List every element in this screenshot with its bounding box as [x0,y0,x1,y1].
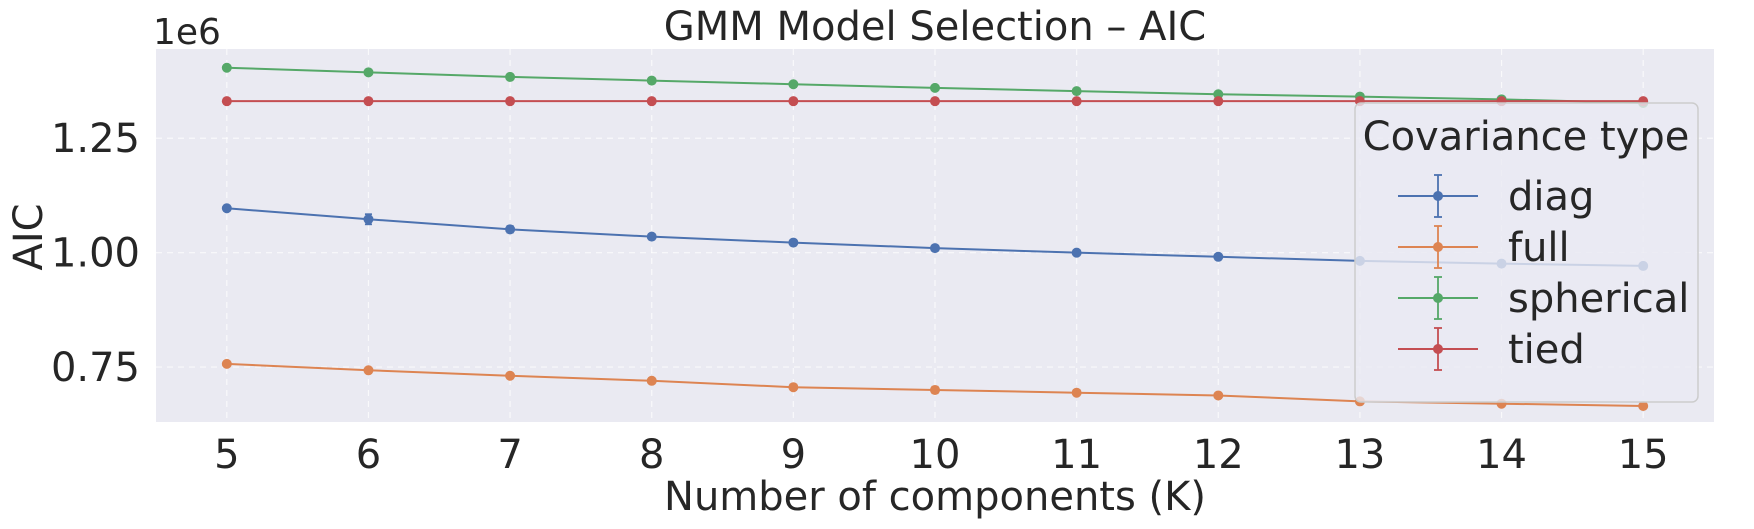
legend-label: diag [1508,174,1594,220]
data-point [930,243,940,254]
x-tick-label: 13 [1334,432,1385,478]
data-point [363,67,374,78]
data-point [930,96,940,107]
data-point [505,96,516,107]
x-tick-label: 8 [639,432,664,478]
legend-label: tied [1508,327,1585,373]
data-point [363,96,374,107]
legend-label: spherical [1508,276,1689,322]
legend: Covariance type diag full spherical tied [1354,102,1699,403]
legend-entry-spherical: spherical [1398,276,1689,322]
data-point [1071,86,1082,97]
legend-entry-diag: diag [1398,174,1594,220]
legend-marker [1433,191,1443,201]
data-point [1071,96,1082,107]
legend-title: Covariance type [1363,114,1690,160]
series-layer [221,62,1649,411]
y-tick-label: 1.25 [51,116,140,162]
data-point [505,370,516,381]
y-axis-label: AIC [6,203,52,270]
data-point [505,71,516,82]
data-point [221,203,232,214]
data-point [788,79,799,90]
data-point [1213,251,1224,262]
data-point [646,375,657,386]
data-point [788,237,799,248]
data-point [363,214,374,225]
data-point [1213,390,1224,401]
y-tick-label: 0.75 [51,345,140,391]
y-tick-label: 1.00 [51,231,140,277]
data-point [1638,400,1649,411]
data-point [221,62,232,73]
data-point [930,82,940,93]
legend-marker [1433,242,1443,252]
x-tick-label: 14 [1476,432,1527,478]
data-point [1213,96,1224,107]
chart-title: GMM Model Selection – AIC [664,4,1206,50]
x-tick-label: 11 [1051,432,1102,478]
data-point [1213,89,1224,100]
data-point [363,365,374,376]
x-tick-label: 9 [781,432,806,478]
legend-entry-tied: tied [1398,327,1585,373]
legend-marker [1433,293,1443,303]
x-axis-label: Number of components (K) [664,474,1206,520]
x-tick-label: 12 [1193,432,1244,478]
data-point [221,96,232,107]
legend-marker [1433,344,1443,354]
x-tick-label: 10 [910,432,961,478]
data-point [221,358,232,369]
legend-label: full [1508,225,1570,271]
data-point [930,384,940,395]
data-point [788,96,799,107]
legend-entry-full: full [1398,225,1570,271]
data-point [1071,247,1082,258]
data-point [646,231,657,242]
data-point [646,96,657,107]
data-point [505,224,516,235]
x-tick-label: 7 [497,432,522,478]
axis-ticks: 5 6 7 8 9 10 11 12 13 14 15 0.75 1.00 1.25 [51,116,1669,478]
series-spherical [221,62,1649,109]
x-tick-label: 6 [356,432,381,478]
x-tick-label: 5 [214,432,239,478]
x-tick-label: 15 [1618,432,1669,478]
y-offset-label: 1e6 [153,12,221,53]
data-point [646,75,657,86]
data-point [1071,387,1082,398]
data-point [788,382,799,393]
